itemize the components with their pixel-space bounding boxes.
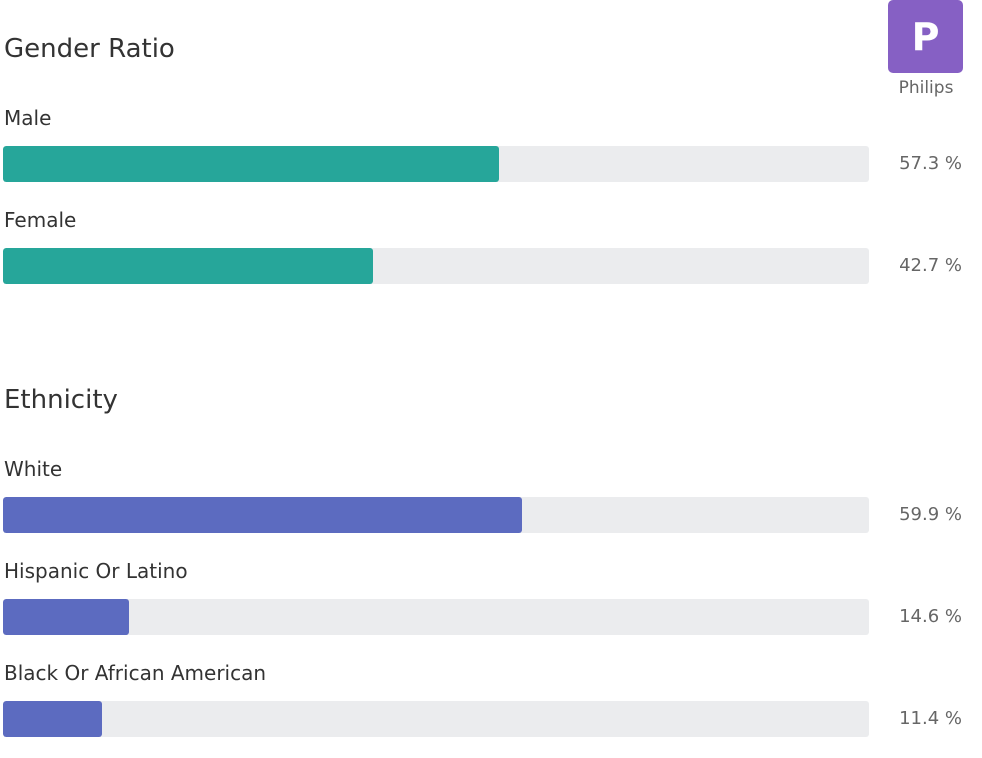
black-label: Black Or African American (4, 661, 267, 685)
black-bar-fill (3, 701, 102, 737)
male-percent: 57.3 % (899, 153, 962, 174)
female-bar-fill (3, 248, 373, 284)
hispanic-percent: 14.6 % (899, 606, 962, 627)
male-label: Male (4, 106, 52, 130)
black-percent: 11.4 % (899, 708, 962, 729)
white-bar-track (3, 497, 869, 533)
female-label: Female (4, 208, 77, 232)
gender-ratio-title: Gender Ratio (4, 34, 175, 64)
black-bar-track (3, 701, 869, 737)
white-percent: 59.9 % (899, 504, 962, 525)
hispanic-bar-track (3, 599, 869, 635)
female-percent: 42.7 % (899, 255, 962, 276)
white-bar-fill (3, 497, 522, 533)
company-logo: P (888, 0, 963, 73)
male-bar-track (3, 146, 869, 182)
company-name: Philips (898, 78, 954, 98)
male-bar-fill (3, 146, 500, 182)
ethnicity-title: Ethnicity (4, 385, 118, 415)
female-bar-track (3, 248, 869, 284)
hispanic-label: Hispanic Or Latino (4, 559, 188, 583)
white-label: White (4, 457, 63, 481)
hispanic-bar-fill (3, 599, 130, 635)
